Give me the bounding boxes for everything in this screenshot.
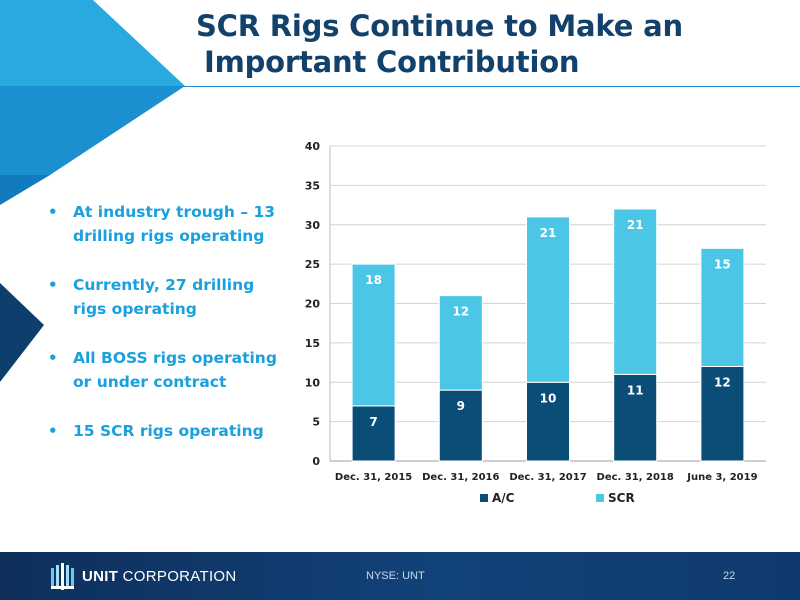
page-number: 22 [723,570,736,582]
data-label: 18 [365,273,382,287]
slide-title: SCR Rigs Continue to Make an Important C… [196,8,796,80]
bar-scr [526,216,570,383]
y-tick-label: 25 [305,258,320,271]
company-brand: UNIT CORPORATION [82,568,237,586]
legend-swatch [596,494,604,502]
brand-rest: CORPORATION [122,568,237,585]
bar-a-c [526,381,570,462]
y-tick-label: 40 [305,140,321,153]
bullet-item: 15 SCR rigs operating [48,419,283,443]
unit-logo-icon [51,563,74,590]
data-label: 10 [540,391,557,405]
bullet-item: Currently, 27 drilling rigs operating [48,273,283,321]
y-tick-label: 0 [312,455,320,468]
y-tick-label: 35 [305,179,320,192]
y-tick-label: 5 [312,416,320,429]
data-label: 21 [627,218,644,232]
bar-scr [438,295,483,391]
data-label: 21 [540,226,557,240]
bar-a-c [438,389,483,462]
stacked-bar-chart: 0 5 10 15 20 25 30 35 40 7 18 Dec. 31, 2015 9 12 Dec. … [305,140,766,505]
y-tick-label: 30 [305,219,321,232]
legend-swatch [480,494,488,502]
bar-scr [613,208,658,375]
x-tick-label: Dec. 31, 2015 [335,472,412,483]
y-tick-label: 10 [305,376,321,389]
bullet-list: At industry trough – 13 drilling rigs op… [48,200,283,468]
x-tick-label: Dec. 31, 2018 [597,472,674,483]
bullet-item: At industry trough – 13 drilling rigs op… [48,200,283,248]
data-label: 15 [714,257,731,271]
stock-ticker: NYSE: UNT [366,570,425,582]
footer-bar: UNIT CORPORATION NYSE: UNT 22 [0,552,800,600]
data-label: 12 [452,305,469,319]
data-label: 12 [714,376,731,390]
x-tick-label: Dec. 31, 2017 [509,472,586,483]
bar-scr [351,263,396,407]
x-tick-label: June 3, 2019 [686,472,757,483]
bar-a-c [351,405,396,462]
x-tick-label: Dec. 31, 2016 [422,472,499,483]
bar-a-c [613,373,658,462]
y-tick-label: 15 [305,337,320,350]
legend-label: SCR [608,491,635,505]
data-label: 7 [369,415,377,429]
slide-title-line-1: SCR Rigs Continue to Make an [196,9,683,43]
y-tick-label: 20 [305,298,321,311]
legend-label: A/C [492,491,515,505]
bullet-item: All BOSS rigs operating or under contrac… [48,346,283,394]
slide-title-line-2: Important Contribution [204,45,580,79]
data-label: 9 [457,399,465,413]
title-divider [175,86,800,87]
bar-scr [700,247,745,367]
data-label: 11 [627,383,644,397]
brand-bold: UNIT [82,568,119,585]
